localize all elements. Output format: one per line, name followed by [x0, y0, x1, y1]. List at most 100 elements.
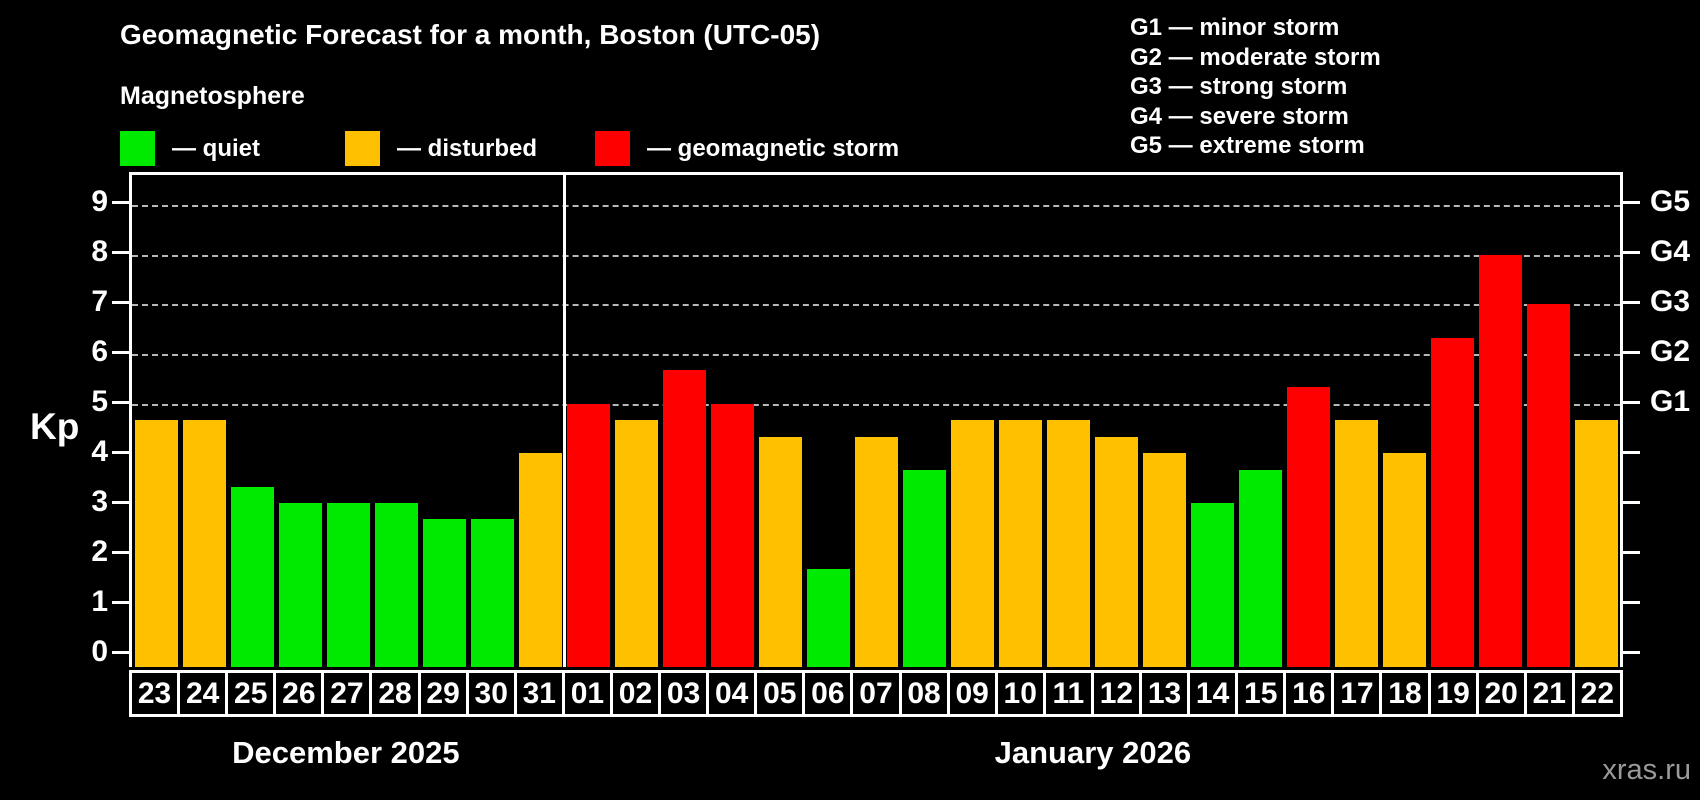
- kp-bar-day-31: [518, 453, 562, 667]
- g-scale-label-G1: G1: [1650, 385, 1691, 418]
- right-tick-9: [1623, 200, 1640, 204]
- kp-bar-day-25: [230, 486, 274, 667]
- bar-slot-day-14: [1188, 175, 1236, 667]
- bar-slot-day-01: [564, 175, 612, 667]
- storm-scale-legend: G1 — minor storm G2 — moderate storm G3 …: [1130, 13, 1381, 161]
- right-tick-4: [1623, 450, 1640, 454]
- bar-slot-day-30: [468, 175, 516, 667]
- y-tick-label-4: 4: [91, 435, 108, 468]
- day-label-box-16: 16: [1283, 670, 1335, 717]
- day-label-box-15: 15: [1235, 670, 1287, 717]
- bar-slot-day-02: [612, 175, 660, 667]
- watermark: xras.ru: [1602, 754, 1691, 786]
- page-title: Geomagnetic Forecast for a month, Boston…: [120, 19, 821, 50]
- y-axis-title: Kp: [30, 406, 80, 447]
- kp-bar-day-21: [1526, 304, 1570, 667]
- kp-bar-day-05: [758, 436, 802, 667]
- bar-slot-day-24: [180, 175, 228, 667]
- kp-bar-day-19: [1430, 337, 1474, 667]
- kp-bar-day-11: [1046, 420, 1090, 667]
- right-tick-6: [1623, 350, 1640, 354]
- day-label-box-06: 06: [802, 670, 854, 717]
- kp-bar-day-20: [1478, 254, 1522, 667]
- storm-scale-line: G5 — extreme storm: [1130, 132, 1365, 159]
- day-label-box-03: 03: [658, 670, 710, 717]
- legend-item-disturbed: — disturbed: [345, 131, 537, 166]
- day-label-box-04: 04: [706, 670, 758, 717]
- right-tick-2: [1623, 550, 1640, 554]
- bar-slot-day-22: [1572, 175, 1620, 667]
- chart-subtitle: Magnetosphere: [120, 82, 305, 110]
- y-tick-label-6: 6: [91, 335, 108, 368]
- gridline-kp-7: [132, 304, 1620, 307]
- day-label-box-18: 18: [1379, 670, 1431, 717]
- day-label-box-17: 17: [1331, 670, 1383, 717]
- y-tick-label-5: 5: [91, 385, 108, 418]
- bar-slot-day-29: [420, 175, 468, 667]
- gridline-kp-8: [132, 254, 1620, 257]
- bar-slot-day-20: [1476, 175, 1524, 667]
- month-label-1: January 2026: [994, 735, 1192, 770]
- gridline-kp-9: [132, 204, 1620, 207]
- left-tick-5: [112, 400, 129, 404]
- day-label-box-13: 13: [1138, 670, 1191, 717]
- day-label-box-08: 08: [898, 670, 950, 717]
- kp-bar-day-02: [614, 420, 658, 667]
- kp-bar-day-16: [1286, 387, 1330, 667]
- y-tick-label-0: 0: [91, 635, 108, 668]
- day-label-box-23: 23: [129, 670, 181, 717]
- bar-slot-day-03: [660, 175, 708, 667]
- storm-color-swatch: [595, 131, 630, 166]
- right-tick-1: [1623, 600, 1640, 604]
- storm-scale-line: G2 — moderate storm: [1130, 43, 1381, 71]
- g-scale-label-G3: G3: [1650, 285, 1691, 318]
- legend-label: — geomagnetic storm: [647, 134, 900, 162]
- bar-slot-day-26: [276, 175, 324, 667]
- kp-bar-day-23: [134, 420, 178, 667]
- month-separator-line: [562, 175, 566, 667]
- kp-bar-day-22: [1574, 420, 1618, 667]
- y-tick-label-9: 9: [91, 185, 108, 218]
- legend-item-quiet: — quiet: [120, 131, 260, 166]
- storm-scale-line: G1 — minor storm: [1130, 14, 1340, 41]
- bar-slot-day-13: [1140, 175, 1188, 667]
- right-tick-7: [1623, 300, 1640, 304]
- day-label-box-31: 31: [513, 670, 565, 717]
- bar-slot-day-08: [900, 175, 948, 667]
- bar-slot-day-11: [1044, 175, 1092, 667]
- day-label-box-25: 25: [225, 670, 277, 717]
- bar-slot-day-06: [804, 175, 852, 667]
- bar-slot-day-07: [852, 175, 900, 667]
- legend-item-storm: — geomagnetic storm: [595, 131, 899, 166]
- left-tick-2: [112, 550, 129, 554]
- bar-slot-day-16: [1284, 175, 1332, 667]
- bar-slot-day-31: [516, 175, 564, 667]
- kp-bar-day-29: [422, 519, 466, 667]
- bar-slot-day-04: [708, 175, 756, 667]
- left-tick-6: [112, 350, 129, 354]
- day-label-box-09: 09: [946, 670, 998, 717]
- kp-bar-day-13: [1142, 453, 1186, 667]
- kp-bar-day-17: [1334, 420, 1378, 667]
- bar-slot-day-28: [372, 175, 420, 667]
- month-label-0: December 2025: [232, 735, 460, 770]
- gridline-kp-6: [132, 353, 1620, 356]
- y-tick-label-1: 1: [91, 585, 108, 618]
- legend-label: — quiet: [172, 134, 260, 162]
- kp-bar-day-08: [902, 469, 946, 667]
- bar-slot-day-09: [948, 175, 996, 667]
- kp-bar-day-14: [1190, 503, 1234, 667]
- g-scale-label-G4: G4: [1650, 235, 1691, 268]
- gridline-kp-5: [132, 403, 1620, 406]
- right-tick-8: [1623, 250, 1640, 254]
- day-label-box-11: 11: [1042, 670, 1094, 717]
- day-label-box-10: 10: [994, 670, 1046, 717]
- bar-slot-day-05: [756, 175, 804, 667]
- bar-slot-day-18: [1380, 175, 1428, 667]
- kp-bar-day-10: [998, 420, 1042, 667]
- kp-bar-day-12: [1094, 436, 1138, 667]
- day-label-box-20: 20: [1475, 670, 1527, 717]
- disturbed-color-swatch: [345, 131, 380, 166]
- left-tick-3: [112, 500, 129, 504]
- day-label-box-19: 19: [1427, 670, 1479, 717]
